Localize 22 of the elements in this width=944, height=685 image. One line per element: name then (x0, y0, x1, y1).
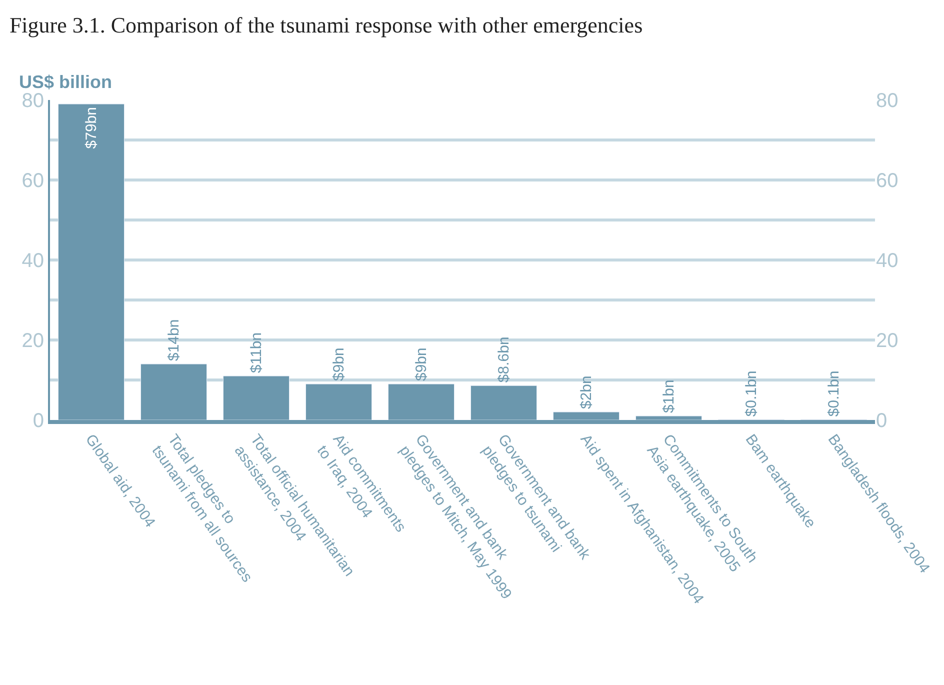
y2-tick-label: 40 (876, 250, 898, 272)
y2-tick-label: 20 (876, 330, 898, 352)
data-label: $9bn (412, 348, 430, 381)
y-axis-title: US$ billion (19, 72, 112, 92)
y-tick-label: 40 (22, 250, 44, 272)
chart-title: Figure 3.1. Comparison of the tsunami response with other emergencies (9, 12, 643, 38)
data-label: $2bn (578, 376, 595, 409)
data-label: $9bn (330, 348, 348, 381)
y-tick-label: 60 (22, 170, 44, 192)
y-tick-label: 80 (22, 90, 44, 112)
data-label: $14bn (165, 319, 182, 361)
data-label: $79bn (82, 107, 100, 149)
y2-tick-label: 0 (876, 410, 888, 432)
data-label: $0.1bn (825, 370, 842, 417)
y2-tick-label: 80 (876, 90, 898, 112)
data-label: $11bn (248, 332, 265, 373)
data-label: $1bn (660, 380, 678, 413)
data-label: $8.6bn (495, 336, 512, 383)
y-tick-label: 20 (22, 330, 44, 352)
y-tick-label: 0 (32, 410, 44, 432)
y2-tick-label: 60 (876, 170, 898, 192)
data-label: $0.1bn (742, 370, 760, 417)
